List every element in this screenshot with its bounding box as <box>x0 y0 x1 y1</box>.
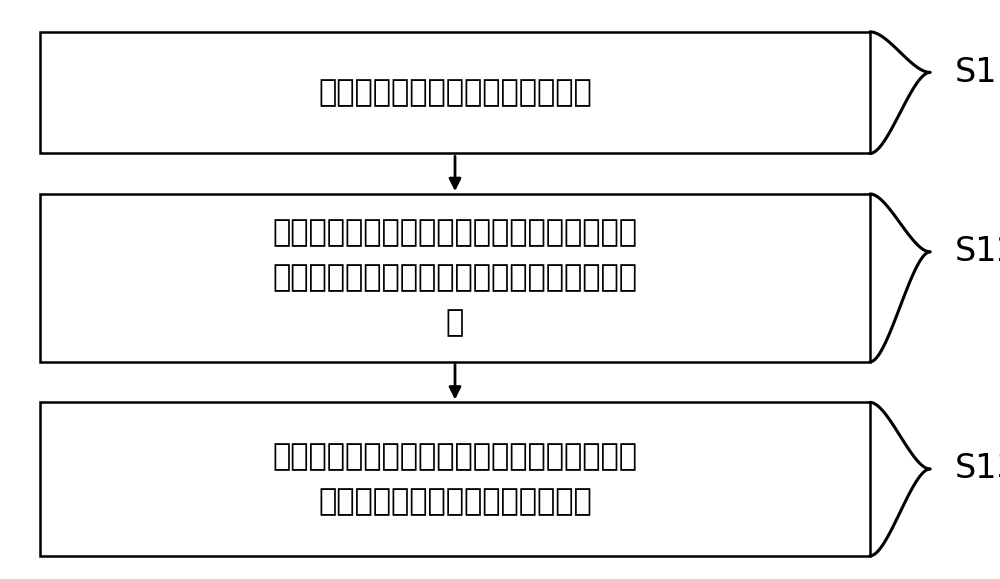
Text: 获取变换器交流侧的电容电流分量: 获取变换器交流侧的电容电流分量 <box>318 78 592 107</box>
Bar <box>40 402 870 556</box>
Bar <box>40 194 870 362</box>
Text: 将所述第一控制作用量叠加到变换器的控制器
输出中，以形成最终的控制作用量: 将所述第一控制作用量叠加到变换器的控制器 输出中，以形成最终的控制作用量 <box>272 442 638 516</box>
Text: S11: S11 <box>955 56 1000 89</box>
Text: S12: S12 <box>955 236 1000 268</box>
Bar <box>40 32 870 153</box>
Text: 将所述电容电流分量通过第一增益环节和第一
相位补偿环节进行调节后，得到第一控制作用
量: 将所述电容电流分量通过第一增益环节和第一 相位补偿环节进行调节后，得到第一控制作… <box>272 218 638 338</box>
Text: S13: S13 <box>955 453 1000 485</box>
